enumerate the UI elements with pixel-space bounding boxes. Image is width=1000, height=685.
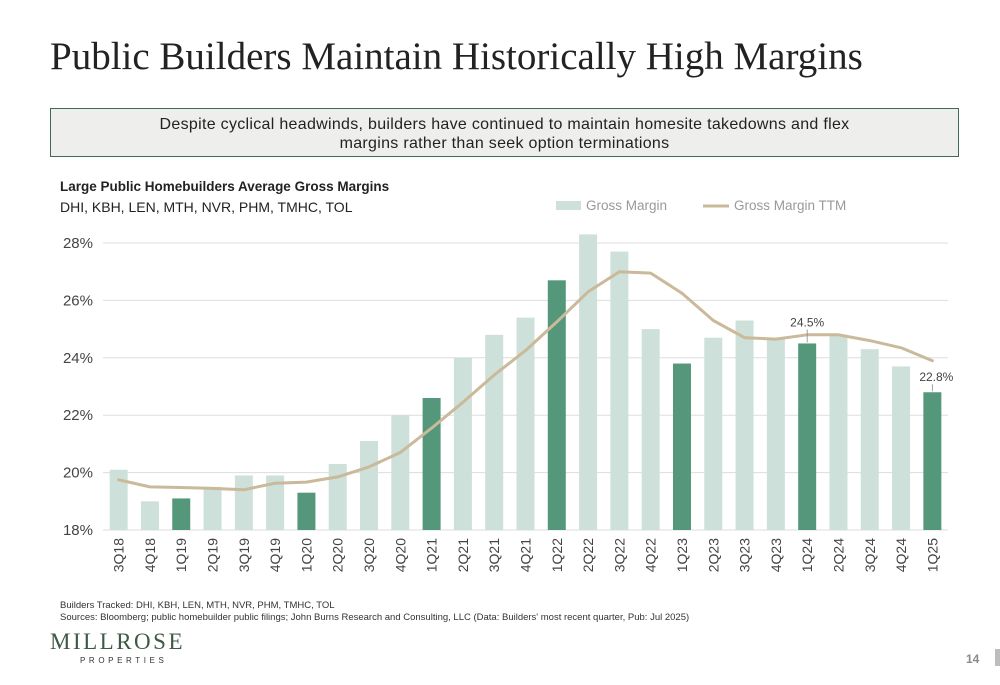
x-tick-label: 2Q23 (705, 538, 721, 572)
x-tick-label: 3Q20 (361, 538, 377, 572)
x-tick-label: 3Q22 (611, 538, 627, 572)
series-line-gross-margin-ttm (117, 270, 934, 492)
page-title: Public Builders Maintain Historically Hi… (50, 35, 863, 78)
bar-2Q23 (704, 337, 723, 530)
bar-1Q24 (798, 343, 817, 530)
x-tick-label: 4Q19 (267, 538, 283, 572)
x-tick-label: 1Q25 (924, 538, 940, 572)
legend-label-gross-margin-ttm: Gross Margin TTM (734, 198, 846, 213)
bar-4Q18 (140, 501, 159, 530)
x-tick-label: 3Q24 (862, 538, 878, 572)
bar-1Q22 (547, 280, 566, 530)
x-tick-label: 3Q23 (737, 538, 753, 572)
x-tick-label: 3Q18 (111, 538, 127, 572)
x-tick-label: 1Q23 (674, 538, 690, 572)
bar-1Q19 (172, 498, 191, 530)
bar-1Q21 (422, 397, 441, 530)
bar-1Q25 (923, 392, 942, 530)
bar-4Q21 (516, 317, 535, 530)
x-tick-label: 1Q19 (173, 538, 189, 572)
x-tick-label: 2Q20 (330, 538, 346, 572)
bar-4Q22 (641, 329, 660, 530)
x-tick-label: 2Q24 (830, 538, 846, 572)
x-tick-label: 4Q22 (643, 538, 659, 572)
x-tick-label: 4Q21 (518, 538, 534, 572)
bar-2Q19 (203, 486, 222, 530)
bar-3Q22 (610, 251, 629, 531)
y-tick-label: 20% (63, 465, 93, 482)
x-tick-label: 3Q21 (486, 538, 502, 572)
edge-marker (995, 649, 1000, 666)
x-tick-label: 2Q22 (580, 538, 596, 572)
bar-2Q24 (829, 334, 848, 530)
bar-2Q22 (579, 234, 598, 530)
footnote-sources: Sources: Bloomberg; public homebuilder p… (60, 612, 690, 623)
footnote-builders: Builders Tracked: DHI, KBH, LEN, MTH, NV… (60, 600, 335, 611)
bar-3Q21 (485, 334, 504, 530)
bar-4Q19 (266, 475, 285, 530)
callout-line-1: Despite cyclical headwinds, builders hav… (159, 116, 850, 133)
x-tick-label: 1Q24 (799, 538, 815, 572)
data-label-1Q24: 24.5% (790, 315, 824, 329)
millrose-logo-subtitle: PROPERTIES (80, 656, 168, 665)
x-tick-label: 3Q19 (236, 538, 252, 572)
legend-swatch-gross-margin (556, 201, 581, 210)
chart-title: Large Public Homebuilders Average Gross … (60, 179, 390, 194)
x-tick-label: 2Q19 (205, 538, 221, 572)
bar-2Q20 (328, 463, 347, 530)
gross-margin-chart: 18% 20% 22% 24% 26% 28% 3Q18 4Q18 1Q19 2Q19 3Q19 4Q… (63, 198, 954, 572)
callout-box: Despite cyclical headwinds, builders hav… (50, 108, 959, 157)
x-tick-label: 4Q24 (893, 538, 909, 572)
bar-2Q21 (453, 357, 472, 530)
bar-3Q18 (109, 469, 128, 530)
x-tick-label: 4Q18 (142, 538, 158, 572)
y-tick-label: 22% (63, 407, 93, 424)
x-tick-label: 4Q23 (768, 538, 784, 572)
x-tick-label: 1Q21 (424, 538, 440, 572)
x-tick-label: 4Q20 (392, 538, 408, 572)
bar-3Q23 (735, 320, 754, 530)
bar-4Q23 (766, 337, 785, 530)
millrose-logo: MILLROSE (50, 629, 185, 654)
legend-label-gross-margin: Gross Margin (586, 198, 667, 213)
y-tick-label: 18% (63, 522, 93, 539)
x-tick-label: 2Q21 (455, 538, 471, 572)
y-tick-label: 26% (63, 292, 93, 309)
chart-subtitle: DHI, KBH, LEN, MTH, NVR, PHM, TMHC, TOL (60, 199, 353, 215)
x-tick-label: 1Q22 (549, 538, 565, 572)
bar-1Q20 (297, 492, 316, 530)
data-label-1Q25: 22.8% (919, 370, 953, 384)
page-number: 14 (966, 652, 980, 666)
x-tick-label: 1Q20 (298, 538, 314, 572)
callout-line-2: margins rather than seek option terminat… (339, 135, 670, 152)
bar-1Q23 (672, 363, 691, 530)
bar-3Q19 (234, 475, 253, 530)
bar-3Q24 (860, 349, 879, 530)
y-tick-label: 28% (63, 235, 93, 252)
bar-3Q20 (360, 441, 379, 530)
y-tick-label: 24% (63, 350, 93, 367)
bar-4Q24 (892, 366, 911, 530)
bar-4Q20 (391, 415, 410, 530)
